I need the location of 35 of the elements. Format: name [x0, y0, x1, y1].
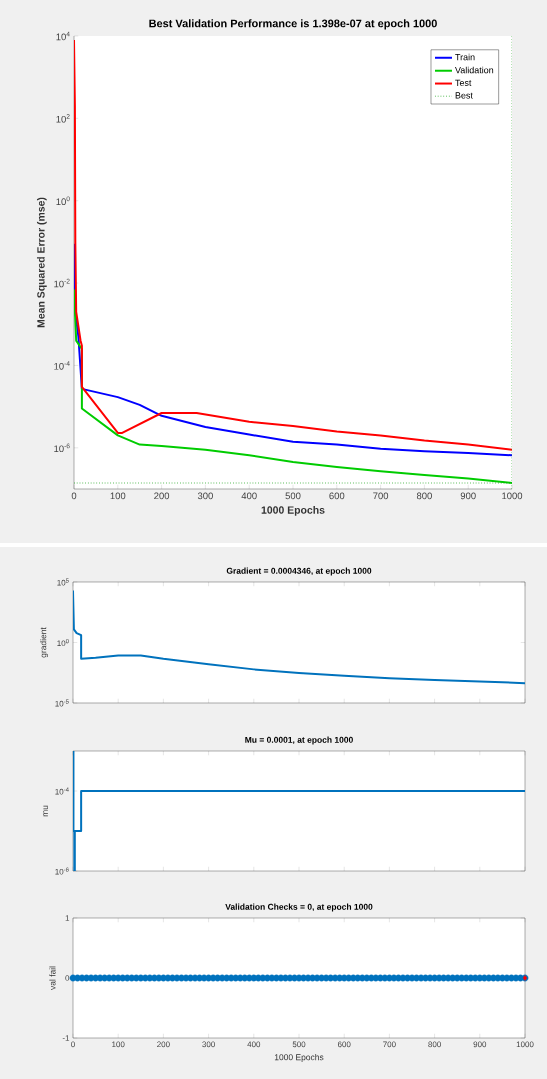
- y-tick-label: 10$^{0}$: [56, 196, 70, 205]
- x-tick-label: 100: [110, 492, 126, 500]
- y-axis-title: gradient: [40, 627, 48, 658]
- legend-label: Train: [455, 53, 475, 61]
- x-tick-label: 800: [416, 492, 432, 500]
- legend-label: Best: [455, 92, 473, 99]
- x-tick-label: 1000: [502, 492, 523, 500]
- x-tick-label: 400: [241, 492, 257, 500]
- line-series: [73, 751, 525, 871]
- chart-title: Gradient = 0.0004346, at epoch 1000: [226, 567, 372, 576]
- y-axis-title: val fail: [49, 966, 56, 990]
- x-axis-title: 1000 Epochs: [274, 1054, 324, 1062]
- y-tick-label: 10$^{4}$: [56, 31, 70, 41]
- y-axis-title: Mean Squared Error (mse): [36, 197, 47, 328]
- line-series: [73, 589, 525, 685]
- y-tick-label: 10$^{-4}$: [54, 361, 70, 370]
- x-tick-label: 900: [460, 492, 476, 500]
- x-tick-label: 600: [329, 492, 345, 500]
- x-tick-label: 500: [285, 492, 301, 500]
- chart-title: Validation Checks = 0, at epoch 1000: [225, 903, 373, 912]
- legend-label: Validation: [455, 66, 494, 74]
- y-axis-title: mu: [43, 805, 48, 817]
- x-tick-label: 300: [197, 492, 213, 500]
- legend-label: Test: [455, 79, 472, 86]
- chart-title: Mu = 0.0001, at epoch 1000: [245, 736, 353, 745]
- chart-title: Best Validation Performance is 1.398e-07 at epoch 1000: [149, 19, 437, 30]
- x-tick-label: 0: [71, 492, 77, 500]
- y-tick-label: 10$^{-2}$: [54, 278, 70, 288]
- x-tick-label: 700: [373, 492, 389, 500]
- y-tick-label: 10$^{2}$: [56, 114, 70, 123]
- x-tick-label: 200: [154, 492, 170, 500]
- line-series: [74, 288, 513, 484]
- y-tick-label: 10$^{-6}$: [54, 443, 70, 453]
- line-series: [74, 38, 513, 451]
- x-axis-title: 1000 Epochs: [261, 506, 325, 516]
